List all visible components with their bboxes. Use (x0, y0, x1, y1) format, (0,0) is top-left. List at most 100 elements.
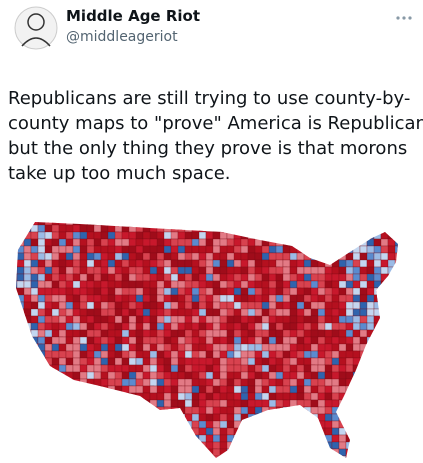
county (149, 378, 158, 387)
county (58, 378, 71, 387)
county (142, 357, 151, 366)
county (212, 413, 221, 422)
county (366, 406, 375, 415)
county (310, 448, 323, 457)
county (226, 364, 235, 373)
county (149, 364, 158, 373)
county (331, 427, 340, 436)
county (212, 252, 221, 261)
county-map (16, 222, 398, 458)
county (254, 252, 263, 261)
county (107, 420, 120, 429)
county (359, 222, 368, 226)
county (387, 371, 396, 380)
county (58, 322, 67, 331)
county (380, 378, 393, 387)
county (345, 392, 358, 401)
county (135, 231, 144, 240)
county (58, 385, 71, 394)
county (247, 371, 256, 380)
county (233, 378, 242, 387)
more-menu[interactable] (396, 16, 412, 20)
county (366, 343, 379, 352)
county (37, 399, 46, 408)
county (324, 238, 337, 247)
county (93, 287, 102, 296)
county (233, 308, 242, 317)
county (72, 406, 81, 415)
county (310, 252, 323, 261)
county (79, 252, 88, 261)
county (205, 245, 214, 254)
tweet-line: Republicans are still trying to use coun… (8, 88, 411, 109)
county (72, 259, 81, 268)
county (394, 280, 398, 289)
county (177, 273, 186, 282)
county (114, 455, 127, 458)
county (296, 273, 305, 282)
county (317, 224, 326, 233)
county (324, 434, 333, 443)
county (387, 336, 396, 345)
county (184, 399, 193, 408)
county (359, 385, 368, 394)
county (324, 343, 333, 352)
county (331, 392, 340, 401)
county (296, 441, 309, 450)
author-name[interactable]: Middle Age Riot (66, 7, 200, 25)
county (86, 301, 95, 310)
county (23, 315, 32, 324)
county (93, 252, 102, 261)
county (51, 287, 60, 296)
county (296, 238, 309, 247)
author-handle[interactable]: @middleageriot (66, 29, 178, 45)
county (16, 294, 18, 303)
county (268, 238, 277, 247)
county (142, 308, 151, 317)
county (366, 427, 375, 436)
county (170, 455, 179, 458)
county (23, 336, 32, 345)
county (58, 287, 67, 296)
county (296, 434, 305, 443)
county (247, 441, 256, 450)
county (212, 224, 221, 233)
county (100, 329, 109, 338)
avatar[interactable] (14, 6, 58, 50)
county (324, 413, 333, 422)
county (275, 301, 284, 310)
county (100, 350, 109, 359)
county (16, 455, 25, 458)
county (352, 266, 361, 275)
county (191, 434, 200, 443)
county (23, 420, 32, 429)
county (324, 371, 333, 380)
county (114, 238, 123, 247)
county (352, 238, 361, 247)
county (128, 222, 137, 226)
county (226, 392, 235, 401)
county (254, 413, 267, 422)
county (86, 399, 99, 408)
county (72, 301, 81, 310)
county (373, 364, 386, 373)
county (100, 224, 109, 233)
county (51, 350, 60, 359)
county (226, 308, 235, 317)
county (352, 371, 361, 380)
county (86, 420, 95, 429)
county (107, 406, 116, 415)
county (268, 308, 277, 317)
county (37, 420, 46, 429)
county (93, 231, 102, 240)
county (198, 350, 207, 359)
county (51, 294, 60, 303)
county (359, 455, 372, 458)
county (107, 222, 116, 226)
county (191, 266, 200, 275)
county (261, 448, 270, 457)
county (359, 231, 372, 240)
county (121, 455, 134, 458)
county (268, 336, 277, 345)
county (226, 371, 235, 380)
